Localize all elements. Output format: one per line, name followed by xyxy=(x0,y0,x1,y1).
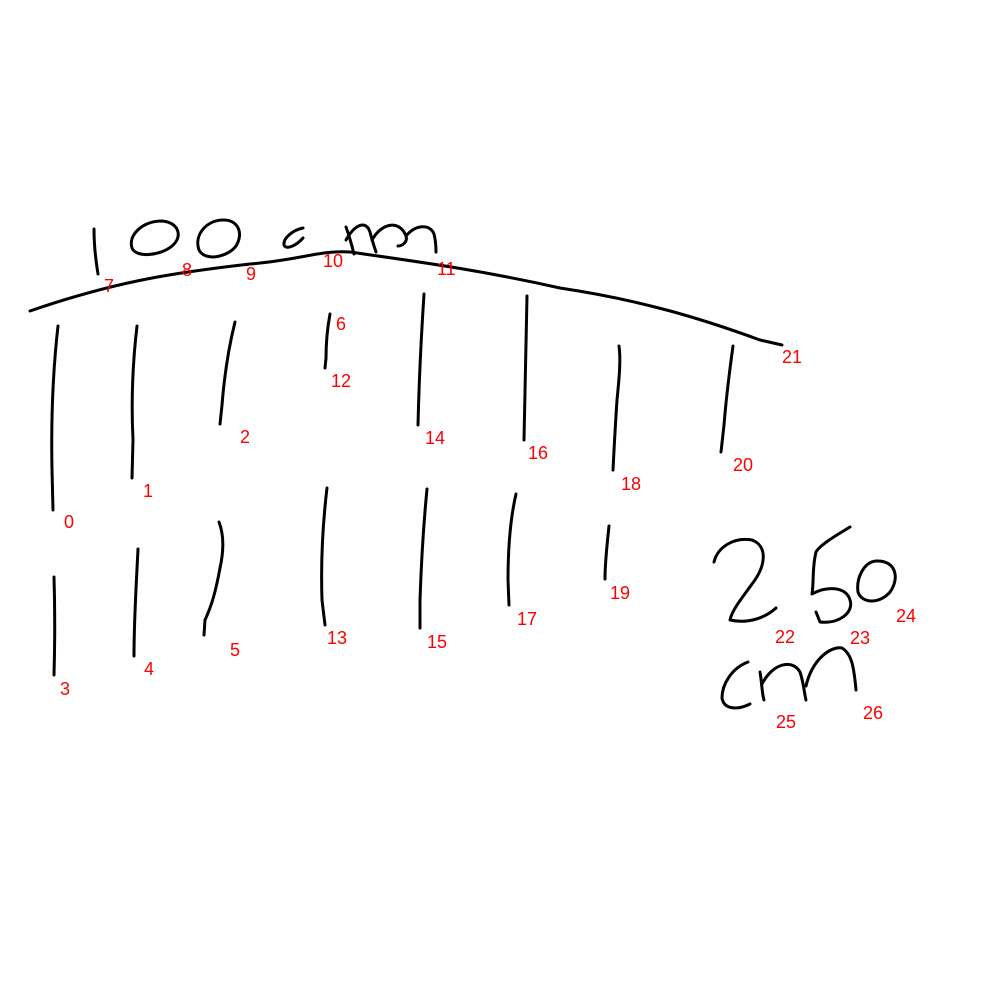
stroke-8 xyxy=(129,219,180,256)
stroke-21 xyxy=(28,250,784,347)
label-4: 4 xyxy=(144,659,154,679)
handwritten-250-cm xyxy=(712,525,897,710)
label-3: 3 xyxy=(60,679,70,699)
stroke-19 xyxy=(603,524,611,581)
label-6: 6 xyxy=(336,314,346,334)
label-22: 22 xyxy=(775,627,795,647)
label-17: 17 xyxy=(517,609,537,629)
stroke-20 xyxy=(719,344,735,454)
stroke-2 xyxy=(218,320,237,426)
label-14: 14 xyxy=(425,428,445,448)
label-26: 26 xyxy=(863,703,883,723)
label-1: 1 xyxy=(143,481,153,501)
stroke-17 xyxy=(506,492,518,607)
stroke-24 xyxy=(856,559,897,603)
stroke-23 xyxy=(810,525,853,624)
stroke-9 xyxy=(196,218,241,259)
label-13: 13 xyxy=(327,628,347,648)
label-21: 21 xyxy=(782,347,802,367)
label-25: 25 xyxy=(776,712,796,732)
stroke-25 xyxy=(720,660,808,710)
label-18: 18 xyxy=(621,474,641,494)
stroke-4 xyxy=(132,547,140,658)
label-24: 24 xyxy=(896,606,916,626)
stroke-6 xyxy=(324,312,332,360)
label-9: 9 xyxy=(246,264,256,284)
handwritten-100-cm xyxy=(92,218,438,276)
label-16: 16 xyxy=(528,443,548,463)
stroke-26 xyxy=(804,646,858,692)
stroke-1 xyxy=(130,324,139,480)
label-2: 2 xyxy=(240,427,250,447)
stroke-3 xyxy=(52,575,57,677)
stroke-12 xyxy=(323,356,328,370)
stroke-22 xyxy=(712,537,778,623)
stroke-10 xyxy=(282,226,305,249)
stroke-0 xyxy=(50,324,60,512)
stroke-14 xyxy=(416,292,426,427)
stroke-16 xyxy=(522,294,529,442)
stroke-5 xyxy=(202,520,225,637)
stroke-7 xyxy=(92,227,100,276)
label-11: 11 xyxy=(437,259,456,279)
stroke-18 xyxy=(611,344,622,472)
label-5: 5 xyxy=(230,640,240,660)
stroke-labels: 0 1 2 3 4 5 6 7 8 9 10 11 12 13 14 15 16… xyxy=(60,251,916,732)
label-15: 15 xyxy=(427,632,447,652)
label-23: 23 xyxy=(850,628,870,648)
label-0: 0 xyxy=(64,512,74,532)
label-20: 20 xyxy=(733,455,753,475)
label-19: 19 xyxy=(610,583,630,603)
label-7: 7 xyxy=(104,276,114,296)
label-10: 10 xyxy=(323,251,343,271)
stroke-13 xyxy=(320,486,329,627)
stroke-11 xyxy=(344,223,438,256)
label-8: 8 xyxy=(182,260,192,280)
label-12: 12 xyxy=(331,371,351,391)
stroke-15 xyxy=(418,487,429,630)
